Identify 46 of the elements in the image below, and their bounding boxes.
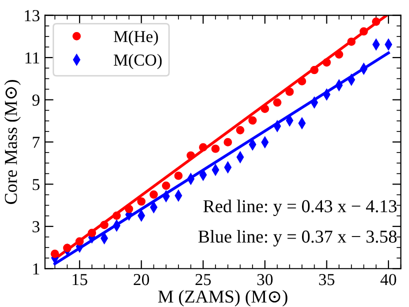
point	[347, 38, 356, 46]
annotation: Blue line: y = 0.37 x − 3.58	[198, 230, 397, 246]
point	[298, 77, 306, 86]
point	[174, 172, 183, 180]
point	[63, 244, 72, 252]
point	[50, 250, 60, 258]
y-tick-label: 1	[33, 263, 40, 274]
point	[88, 228, 96, 238]
x-tick-label: 20	[134, 274, 150, 286]
point	[100, 220, 108, 230]
point	[273, 98, 282, 107]
x-axis-title: M (ZAMS) (M⊙)	[158, 290, 288, 306]
point	[224, 138, 232, 146]
legend-label: M(CO)	[114, 54, 162, 70]
point	[211, 144, 220, 153]
point	[198, 143, 208, 152]
point	[150, 190, 158, 199]
point	[248, 116, 257, 125]
y-tick-label: 7	[32, 136, 40, 148]
point	[186, 151, 195, 160]
x-tick-label: 35	[319, 274, 334, 286]
y-tick-label: 11	[26, 52, 40, 64]
point	[162, 182, 170, 190]
annotation: Red line: y = 0.43 x − 4.13	[203, 200, 397, 216]
x-tick-label: 30	[257, 274, 273, 286]
point	[260, 104, 270, 114]
point	[322, 58, 331, 67]
point	[285, 88, 294, 96]
legend-label: M(He)	[114, 30, 158, 46]
y-tick-label: 9	[32, 94, 40, 106]
point	[310, 66, 318, 74]
point	[236, 126, 244, 134]
point	[112, 211, 121, 220]
point	[334, 50, 344, 59]
x-tick-label: 25	[196, 274, 211, 286]
y-tick-label: 13	[24, 10, 40, 22]
point	[124, 204, 134, 214]
x-tick-label: 15	[72, 274, 88, 286]
point	[372, 18, 380, 26]
y-axis-title: Core Mass (M⊙)	[4, 80, 21, 204]
point	[360, 27, 368, 36]
y-tick-label: 3	[32, 221, 40, 232]
point	[75, 237, 84, 246]
point	[137, 197, 146, 206]
x-tick-label: 40	[380, 274, 396, 286]
y-tick-label: 5	[32, 179, 40, 190]
